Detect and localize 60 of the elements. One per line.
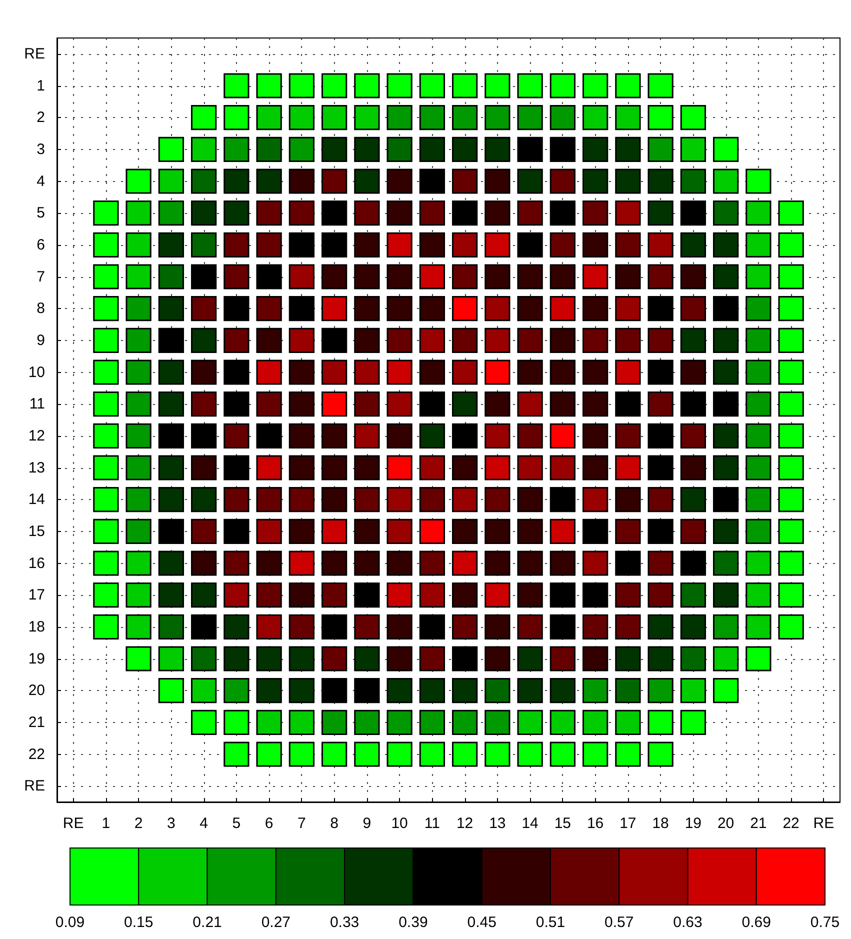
x-tick-label: 18	[652, 815, 669, 832]
x-tick-label: 4	[200, 815, 208, 832]
x-tick-label: RE	[813, 815, 834, 832]
x-tick-label: 3	[167, 815, 176, 832]
y-tick-label: 9	[36, 332, 45, 349]
color-bar-label: 0.57	[604, 914, 634, 931]
y-tick-label: 3	[36, 140, 45, 158]
x-tick-label: 12	[456, 815, 474, 832]
x-tick-label: 20	[717, 815, 734, 832]
y-tick-label: 13	[28, 459, 45, 476]
y-tick-label: 20	[28, 682, 45, 700]
y-tick-label: 1	[36, 77, 45, 94]
y-tick-label: 16	[28, 554, 45, 572]
color-bar-label: 0.21	[192, 914, 222, 931]
color-bar-label: 0.69	[742, 914, 771, 931]
y-tick-label: 21	[28, 714, 45, 731]
y-tick-label: 7	[36, 268, 45, 286]
color-bar-label: 0.27	[261, 914, 291, 931]
y-tick-label: RE	[24, 778, 45, 795]
x-tick-label: 13	[489, 815, 506, 832]
x-tick-label: 21	[750, 815, 767, 832]
y-tick-label: 6	[36, 236, 45, 254]
x-tick-label: 11	[424, 815, 440, 832]
x-tick-label: 6	[264, 815, 274, 832]
x-tick-label: 9	[362, 815, 372, 832]
x-tick-label: 22	[782, 815, 800, 832]
y-tick-label: 18	[28, 618, 45, 636]
y-tick-label: 11	[29, 396, 45, 413]
x-tick-label: RE	[62, 815, 84, 832]
x-tick-label: 2	[134, 815, 143, 832]
color-bar-label: 0.51	[536, 914, 566, 931]
color-bar-label: 0.45	[467, 914, 496, 931]
y-tick-label: RE	[24, 45, 45, 62]
color-bar-label: 0.15	[124, 914, 154, 931]
y-tick-label: 2	[36, 109, 45, 126]
y-tick-label: 15	[28, 522, 45, 540]
y-tick-label: 17	[28, 586, 45, 604]
y-tick-label: 22	[28, 746, 45, 763]
y-tick-label: 4	[36, 172, 45, 190]
color-bar-label: 0.33	[330, 914, 360, 931]
color-bar-label: 0.63	[673, 914, 702, 931]
x-tick-label: 10	[391, 815, 408, 832]
y-tick-label: 19	[28, 650, 45, 668]
x-tick-label: 5	[232, 815, 241, 832]
x-tick-label: 16	[586, 815, 604, 832]
y-tick-label: 12	[28, 427, 45, 444]
x-tick-label: 8	[330, 815, 338, 832]
y-tick-label: 5	[36, 204, 45, 222]
x-tick-label: 7	[298, 815, 306, 832]
color-bar-label: 0.39	[398, 914, 428, 931]
color-bar-label: 0.75	[810, 914, 840, 931]
color-bar-label: 0.09	[55, 914, 85, 931]
x-tick-label: 15	[554, 815, 572, 832]
x-tick-label: 1	[102, 815, 110, 832]
x-tick-label: 14	[522, 815, 538, 832]
y-tick-label: 14	[28, 491, 45, 508]
x-tick-label: 19	[684, 815, 702, 832]
y-tick-label: 8	[36, 300, 45, 318]
x-tick-label: 17	[620, 815, 636, 832]
y-tick-label: 10	[28, 364, 45, 381]
